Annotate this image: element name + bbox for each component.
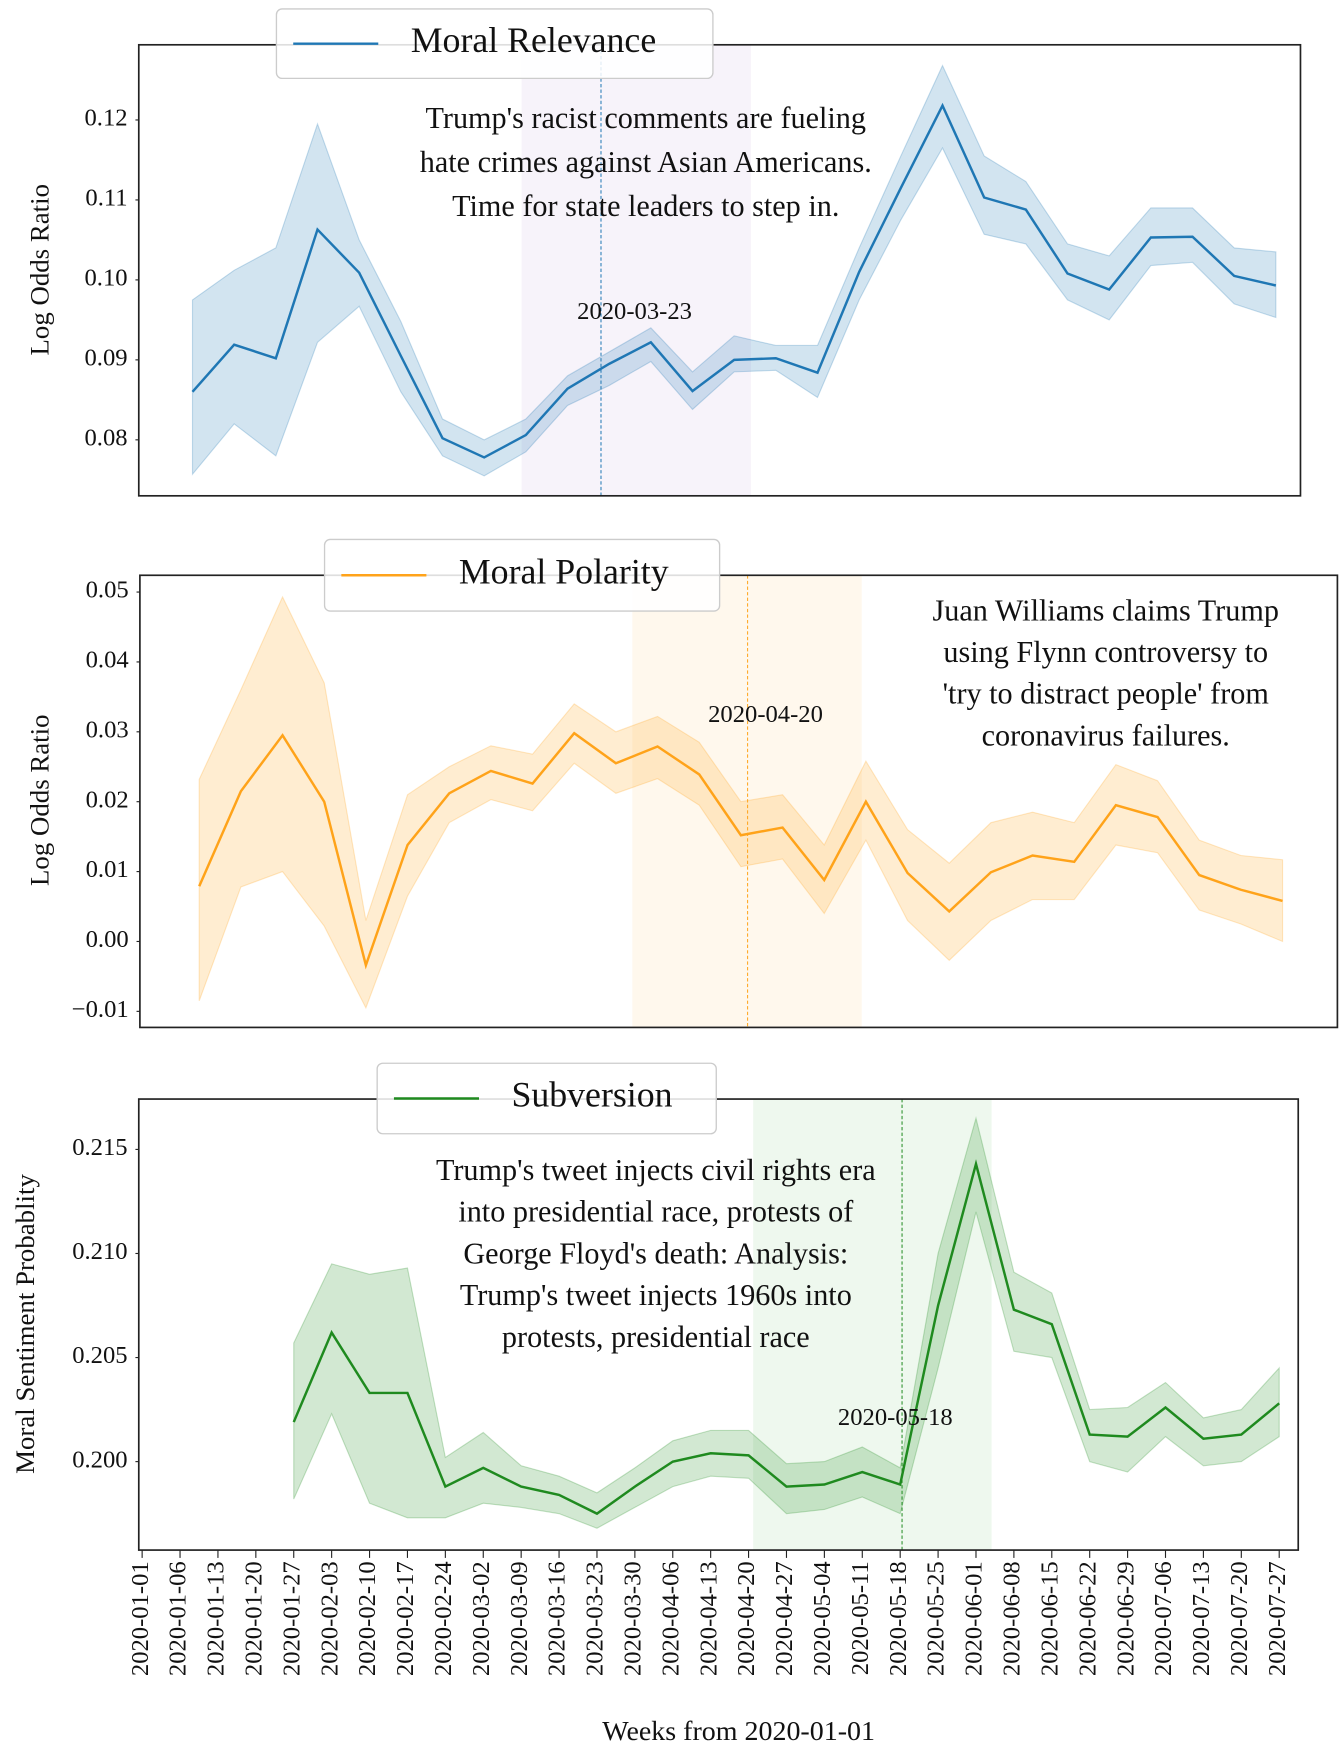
axes-frame [137,1098,1300,1551]
x-tick-label: 2020-06-29 [1112,1561,1139,1676]
x-tick-label: 2020-05-04 [809,1561,836,1676]
y-tick-label: 0.200 [72,1446,127,1473]
annotation-text: Time for state leaders to step in. [452,189,839,223]
x-tick-label: 2020-03-09 [506,1561,533,1676]
legend-box [275,8,714,80]
x-tick-label: 2020-07-27 [1264,1561,1291,1676]
x-tick-label: 2020-01-13 [203,1561,230,1676]
highlight-span [521,44,751,496]
series-line [191,102,1277,459]
y-tick-label: 0.00 [86,926,129,953]
legend-box [323,538,721,612]
highlight-date-label: 2020-04-20 [708,701,823,728]
y-tick-label: 0.11 [85,185,127,212]
x-tick-label: 2020-03-02 [468,1561,495,1676]
y-tick-label: 0.09 [85,345,128,372]
x-axis-label: Weeks from 2020-01-01 [602,1716,875,1747]
annotation-text: Trump's tweet injects civil rights era [436,1153,876,1187]
annotation-text: Trump's tweet injects 1960s into [460,1278,852,1312]
x-tick-label: 2020-05-11 [847,1561,874,1675]
y-tick-label: 0.08 [85,424,128,451]
y-tick-label: 0.04 [86,647,129,674]
x-tick-label: 2020-04-20 [733,1561,760,1676]
confidence-band [198,595,1284,1010]
x-tick-label: 2020-04-13 [695,1561,722,1676]
confidence-band [293,1115,1280,1529]
y-axis-label: Log Odds Ratio [25,184,55,356]
x-tick-label: 2020-04-06 [657,1561,684,1676]
y-tick-label: 0.210 [72,1238,127,1265]
x-tick-label: 2020-03-23 [582,1561,609,1676]
y-tick-label: 0.12 [85,105,128,132]
x-tick-label: 2020-03-30 [620,1561,647,1676]
y-tick-label: 0.10 [85,265,128,292]
axes-frame [137,43,1302,497]
y-tick-label: 0.03 [86,716,129,743]
highlight-span [632,575,862,1028]
x-tick-label: 2020-07-20 [1226,1561,1253,1676]
x-tick-label: 2020-06-22 [1074,1561,1101,1676]
x-tick-label: 2020-04-27 [771,1561,798,1676]
series-line [198,731,1283,970]
confidence-band [191,64,1277,477]
series-line [292,1159,1280,1516]
x-tick-label: 2020-01-27 [278,1561,305,1676]
x-tick-label: 2020-07-13 [1188,1561,1215,1676]
annotation-text: coronavirus failures. [982,719,1230,753]
x-tick-label: 2020-05-25 [923,1561,950,1676]
x-tick-label: 2020-06-15 [1036,1561,1063,1676]
x-tick-label: 2020-02-24 [430,1561,457,1676]
x-tick-label: 2020-06-01 [961,1561,988,1676]
x-tick-label: 2020-01-20 [240,1561,267,1676]
annotation-text: into presidential race, protests of [458,1195,854,1229]
x-tick-label: 2020-07-06 [1150,1561,1177,1676]
annotation-text: Juan Williams claims Trump [933,593,1279,627]
x-tick-label: 2020-02-10 [354,1561,381,1676]
highlight-date-label: 2020-05-18 [838,1404,953,1431]
y-axis-label: Log Odds Ratio [25,714,55,886]
annotation-text: Trump's racist comments are fueling [426,101,867,135]
highlight-date-label: 2020-03-23 [577,298,692,325]
legend-label: Moral Polarity [459,551,669,591]
x-tick-label: 2020-01-01 [127,1561,154,1676]
y-tick-label: 0.05 [86,577,129,604]
legend-box [376,1062,717,1135]
annotation-text: George Floyd's death: Analysis: [463,1236,848,1270]
annotation-text: 'try to distract people' from [943,677,1270,711]
annotation-text: hate crimes against Asian Americans. [420,145,872,179]
y-tick-label: 0.01 [86,856,129,883]
y-tick-label: 0.02 [86,786,129,813]
y-tick-label: 0.215 [72,1134,127,1161]
y-axis-label: Moral Sentiment Probablity [10,1174,40,1474]
x-tick-label: 2020-02-17 [392,1561,419,1676]
annotation-text: using Flynn controversy to [943,635,1268,669]
x-tick-label: 2020-01-06 [165,1561,192,1676]
annotation-text: protests, presidential race [502,1320,810,1354]
y-tick-label: 0.205 [72,1342,127,1369]
legend-label: Subversion [511,1075,672,1115]
x-tick-label: 2020-03-16 [544,1561,571,1676]
legend-label: Moral Relevance [411,20,657,60]
x-tick-label: 2020-02-03 [316,1561,343,1676]
x-tick-label: 2020-06-08 [999,1561,1026,1676]
x-tick-label: 2020-05-18 [885,1561,912,1676]
y-tick-label: −0.01 [72,996,129,1023]
